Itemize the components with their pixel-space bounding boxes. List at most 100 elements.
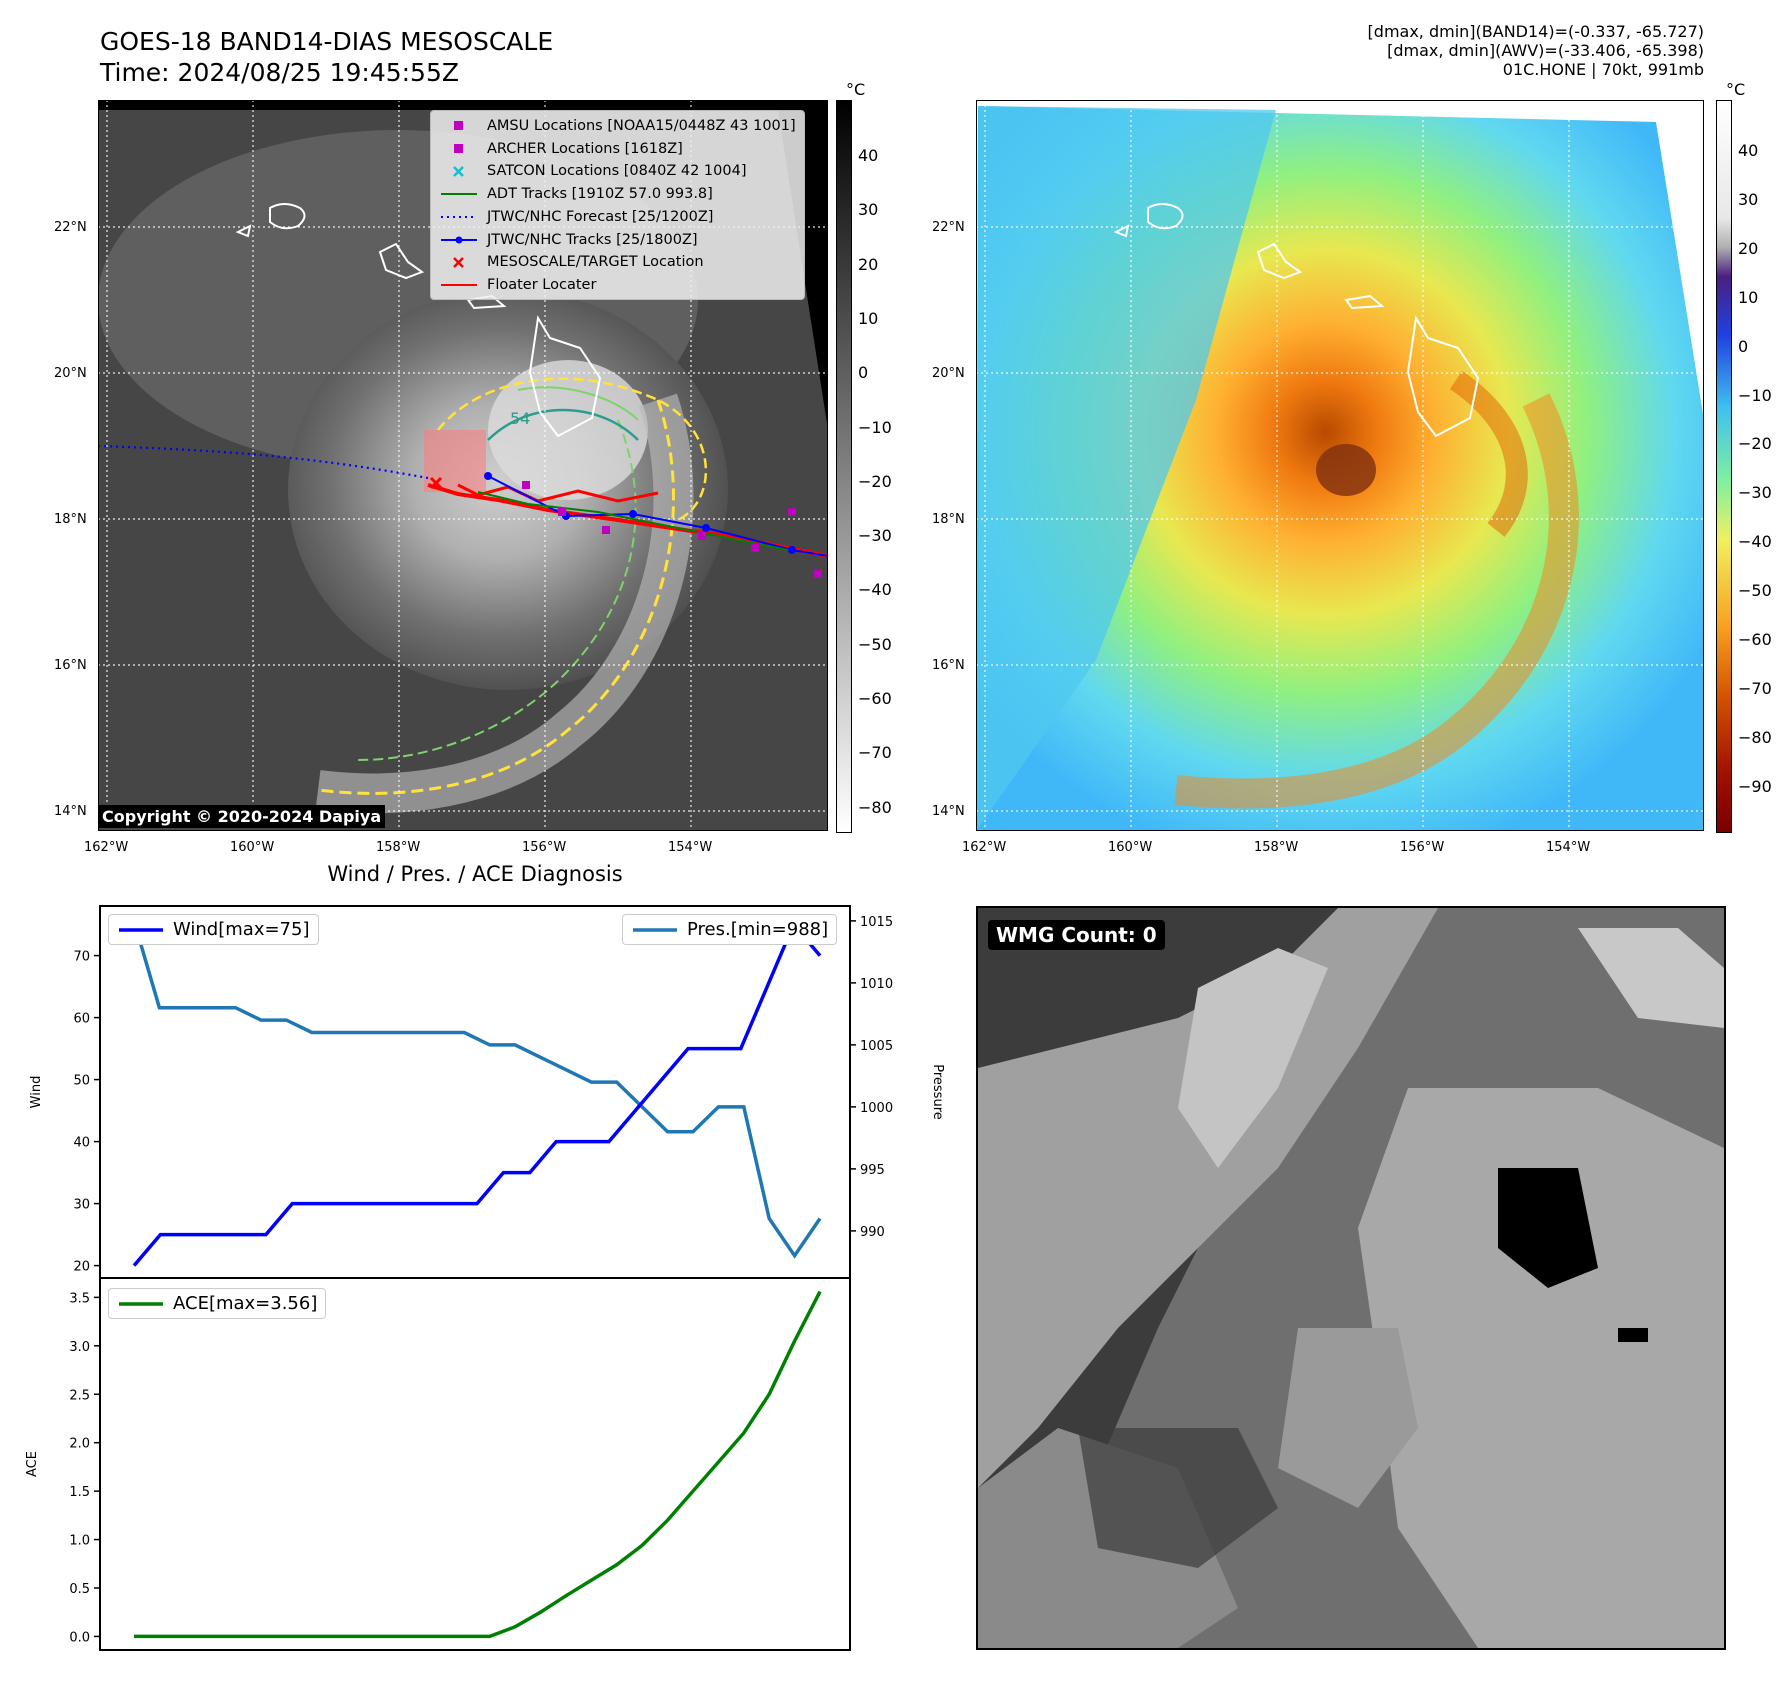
lat-label-18n: 18°N — [54, 512, 87, 527]
lat-label-14n: 14°N — [54, 804, 87, 819]
ace-series-line — [134, 1290, 822, 1639]
ace-legend: ACE[max=3.56] — [108, 1288, 327, 1319]
legend-item-target: MESOSCALE/TARGET Location — [439, 251, 796, 274]
colorbar-gray-tick: −40 — [858, 580, 892, 600]
colorbar-gray-tick: 40 — [858, 146, 879, 165]
pressure-axis-label: Pressure — [930, 1064, 945, 1120]
stats-band14: [dmax, dmin](BAND14)=(-0.337, -65.727) — [1367, 22, 1704, 41]
color-map-image — [975, 99, 1705, 832]
lat-label-16n-right: 16°N — [932, 658, 965, 673]
pressure-axis-tick-label: 1010 — [860, 977, 893, 992]
ace-axis-tick-label: 1.5 — [69, 1485, 90, 1500]
copyright-label: Copyright © 2020-2024 Dapiya — [98, 805, 386, 828]
lat-label-18n-right: 18°N — [932, 512, 965, 527]
colorbar-color-tick: 40 — [1738, 141, 1759, 160]
legend-item-archer: ARCHER Locations [1618Z] — [439, 138, 796, 161]
wind-axis-tick-label: 20 — [73, 1260, 90, 1275]
lat-label-20n: 20°N — [54, 366, 87, 381]
ace-axis-tick-label: 2.0 — [69, 1437, 90, 1452]
legend-item-tracks: JTWC/NHC Tracks [25/1800Z] — [439, 229, 796, 252]
lon-label-162w: 162°W — [84, 840, 129, 855]
wind-axis-label: Wind — [29, 1076, 44, 1109]
lon-label-160w: 160°W — [230, 840, 275, 855]
storm-info: 01C.HONE | 70kt, 991mb — [1502, 60, 1704, 79]
lat-label-22n: 22°N — [54, 220, 87, 235]
chart-title-line1: GOES-18 BAND14-DIAS MESOSCALE — [100, 27, 554, 56]
ace-axis-tick-label: 3.0 — [69, 1340, 90, 1355]
colorbar-color-tick: −30 — [1738, 483, 1772, 503]
legend-item-adt: ADT Tracks [1910Z 57.0 993.8] — [439, 183, 796, 206]
colorbar-color-tick: −50 — [1738, 581, 1772, 601]
colorbar-gray-tick: −70 — [858, 743, 892, 763]
colorbar-color-tick: −20 — [1738, 434, 1772, 454]
pressure-series-line — [132, 920, 822, 1259]
ace-axis-label: ACE — [25, 1451, 40, 1477]
colorbar-gray-tick: −80 — [858, 797, 892, 817]
colorbar-gray-tick: 10 — [858, 308, 879, 328]
colorbar-color — [1716, 100, 1732, 833]
ace-axis-tick-label: 0.5 — [69, 1582, 90, 1597]
pressure-axis-tick-label: 1015 — [860, 915, 893, 930]
colorbar-color-tick: 10 — [1738, 287, 1759, 307]
lat-label-22n-right: 22°N — [932, 220, 965, 235]
stats-awv: [dmax, dmin](AWV)=(-33.406, -65.398) — [1387, 41, 1704, 60]
stats-block: [dmax, dmin](BAND14)=(-0.337, -65.727) [… — [1368, 22, 1704, 79]
colorbar-gray-tick: 20 — [858, 254, 879, 274]
colorbar-color-unit: °C — [1726, 80, 1746, 99]
colorbar-color-ticks: 40 30 20 10 0 −10 −20 −30 −40 −50 −60 −70 −80 −90 — [1738, 100, 1792, 831]
line-icon — [441, 193, 477, 196]
colorbar-gray-tick: −20 — [858, 471, 892, 491]
legend-item-amsu: AMSU Locations [NOAA15/0448Z 43 1001] — [439, 115, 796, 138]
diagnosis-title: Wind / Pres. / ACE Diagnosis — [327, 862, 623, 886]
colorbar-gray-unit: °C — [846, 80, 866, 99]
square-marker-icon — [454, 121, 463, 131]
wind-axis-tick-label: 40 — [73, 1136, 90, 1151]
square-marker-icon — [454, 144, 463, 154]
ir-map-panel: 54 AMSU Locations [NOAA15/0448Z 43 1001]… — [97, 99, 829, 832]
lon-label-154w: 154°W — [668, 840, 713, 855]
colorbar-color-tick: −40 — [1738, 532, 1772, 552]
pressure-legend-line-icon — [633, 927, 677, 932]
colorbar-color-tick: 20 — [1738, 238, 1759, 258]
legend-item-floater: Floater Locater — [439, 274, 796, 297]
colorbar-color-tick: 30 — [1738, 189, 1759, 209]
chart-title-line2: Time: 2024/08/25 19:45:55Z — [100, 58, 459, 87]
line-dot-icon — [441, 236, 477, 244]
ace-axes-frame — [99, 1277, 851, 1651]
wind-axis-tick-label: 60 — [73, 1012, 90, 1027]
colorbar-gray-tick: 0 — [858, 363, 869, 383]
wind-series-line — [132, 921, 822, 1267]
colorbar-gray-ticks: 40 30 20 10 0 −10 −20 −30 −40 −50 −60 −70 −80 — [858, 100, 918, 831]
colorbar-color-tick: −60 — [1738, 630, 1772, 649]
wind-axis-tick-label: 30 — [73, 1198, 90, 1213]
lon-label-162w-right: 162°W — [962, 840, 1007, 855]
colorbar-gray-tick: −50 — [858, 634, 892, 654]
lon-label-158w: 158°W — [376, 840, 421, 855]
wind-legend-line-icon — [119, 927, 163, 932]
pressure-legend: Pres.[min=988] — [622, 914, 838, 945]
wmg-panel: WMG Count: 0 — [976, 906, 1726, 1650]
colorbar-gray-tick: −10 — [858, 417, 892, 437]
wind-legend: Wind[max=75] — [108, 914, 319, 945]
contour-label: 54 — [510, 409, 530, 428]
ace-axis-tick-label: 1.0 — [69, 1534, 90, 1549]
color-map-panel — [975, 99, 1705, 832]
colorbar-color-tick: −80 — [1738, 727, 1772, 747]
dotted-line-icon — [441, 216, 477, 219]
ace-axis-tick-label: 2.5 — [69, 1388, 90, 1403]
lon-label-160w-right: 160°W — [1108, 840, 1153, 855]
chart-title: GOES-18 BAND14-DIAS MESOSCALE Time: 2024… — [100, 26, 553, 88]
wind-axis-tick-label: 50 — [73, 1074, 90, 1089]
lon-label-158w-right: 158°W — [1254, 840, 1299, 855]
lat-label-16n: 16°N — [54, 658, 87, 673]
lon-label-156w-right: 156°W — [1400, 840, 1445, 855]
colorbar-gray — [836, 100, 852, 833]
lon-label-156w: 156°W — [522, 840, 567, 855]
colorbar-color-tick: 0 — [1738, 336, 1749, 356]
ace-legend-line-icon — [119, 1301, 163, 1306]
colorbar-color-tick: −90 — [1738, 776, 1772, 796]
colorbar-gray-tick: −30 — [858, 526, 892, 546]
colorbar-color-tick: −70 — [1738, 678, 1772, 698]
lat-label-14n-right: 14°N — [932, 804, 965, 819]
pressure-axis-tick-label: 1000 — [860, 1101, 893, 1116]
